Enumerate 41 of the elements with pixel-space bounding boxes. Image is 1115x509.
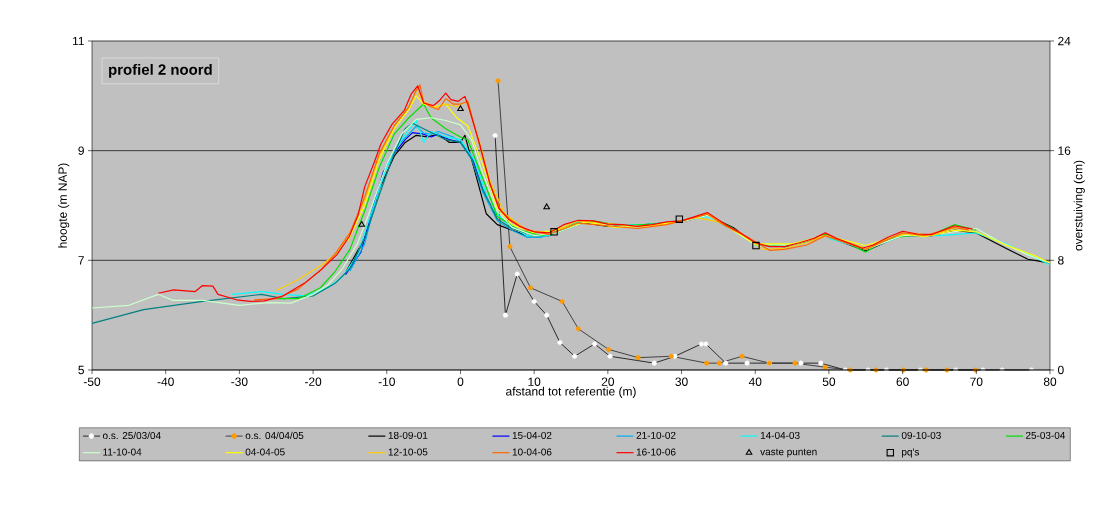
- legend-label: 11-10-04: [103, 448, 142, 456]
- y-tick-label: 11: [72, 36, 84, 46]
- x-tick-label: -30: [231, 377, 248, 386]
- y-tick-label: 7: [78, 256, 84, 265]
- x-tick-label: 40: [748, 377, 762, 386]
- legend-label: 12-10-05: [388, 448, 428, 456]
- legend-label: o.s. 04/04/05: [245, 431, 304, 440]
- x-tick-label: 20: [601, 377, 615, 386]
- x-tick-label: 60: [896, 377, 909, 386]
- y2-tick-label: 0: [1058, 365, 1064, 375]
- legend-label: 04-04-05: [245, 448, 285, 456]
- legend-label: 14-04-03: [760, 431, 800, 439]
- x-tick-label: 80: [1043, 377, 1057, 386]
- legend-label: pq's: [902, 448, 919, 458]
- x-tick-label: -20: [304, 377, 322, 386]
- legend-label: o.s. 25/03/04: [102, 431, 161, 440]
- legend-label: vaste punten: [760, 448, 817, 458]
- y-axis-title: hoogte (m NAP): [58, 163, 70, 248]
- legend-label: 18-09-01: [388, 431, 428, 439]
- x-tick-label: -50: [83, 377, 101, 386]
- legend-label: 15-04-02: [512, 431, 552, 439]
- legend-label: 21-10-02: [636, 431, 676, 439]
- legend-label: 09-10-03: [901, 431, 941, 439]
- y-tick-label: 5: [78, 365, 84, 375]
- y2-tick-label: 8: [1058, 256, 1064, 265]
- x-tick-label: -10: [378, 377, 395, 386]
- y2-tick-label: 24: [1058, 36, 1071, 46]
- legend-label: 10-04-06: [512, 448, 552, 456]
- x-tick-label: 30: [675, 377, 688, 386]
- y2-tick-label: 16: [1058, 146, 1071, 155]
- x-tick-label: 10: [528, 377, 541, 386]
- x-tick-label: 70: [970, 377, 983, 386]
- x-tick-label: -40: [157, 377, 174, 386]
- x-tick-label: 50: [822, 377, 836, 386]
- text: profiel 2 noord: [109, 63, 212, 78]
- legend-label: 16-10-06: [636, 448, 676, 456]
- y-tick-label: 9: [78, 146, 84, 155]
- legend-label: 25-03-04: [1025, 431, 1066, 439]
- y2-axis-title: overstuiving (cm): [1073, 160, 1085, 251]
- x-tick-label: 0: [457, 377, 464, 386]
- x-axis-title: afstand tot referentie (m): [506, 386, 636, 398]
